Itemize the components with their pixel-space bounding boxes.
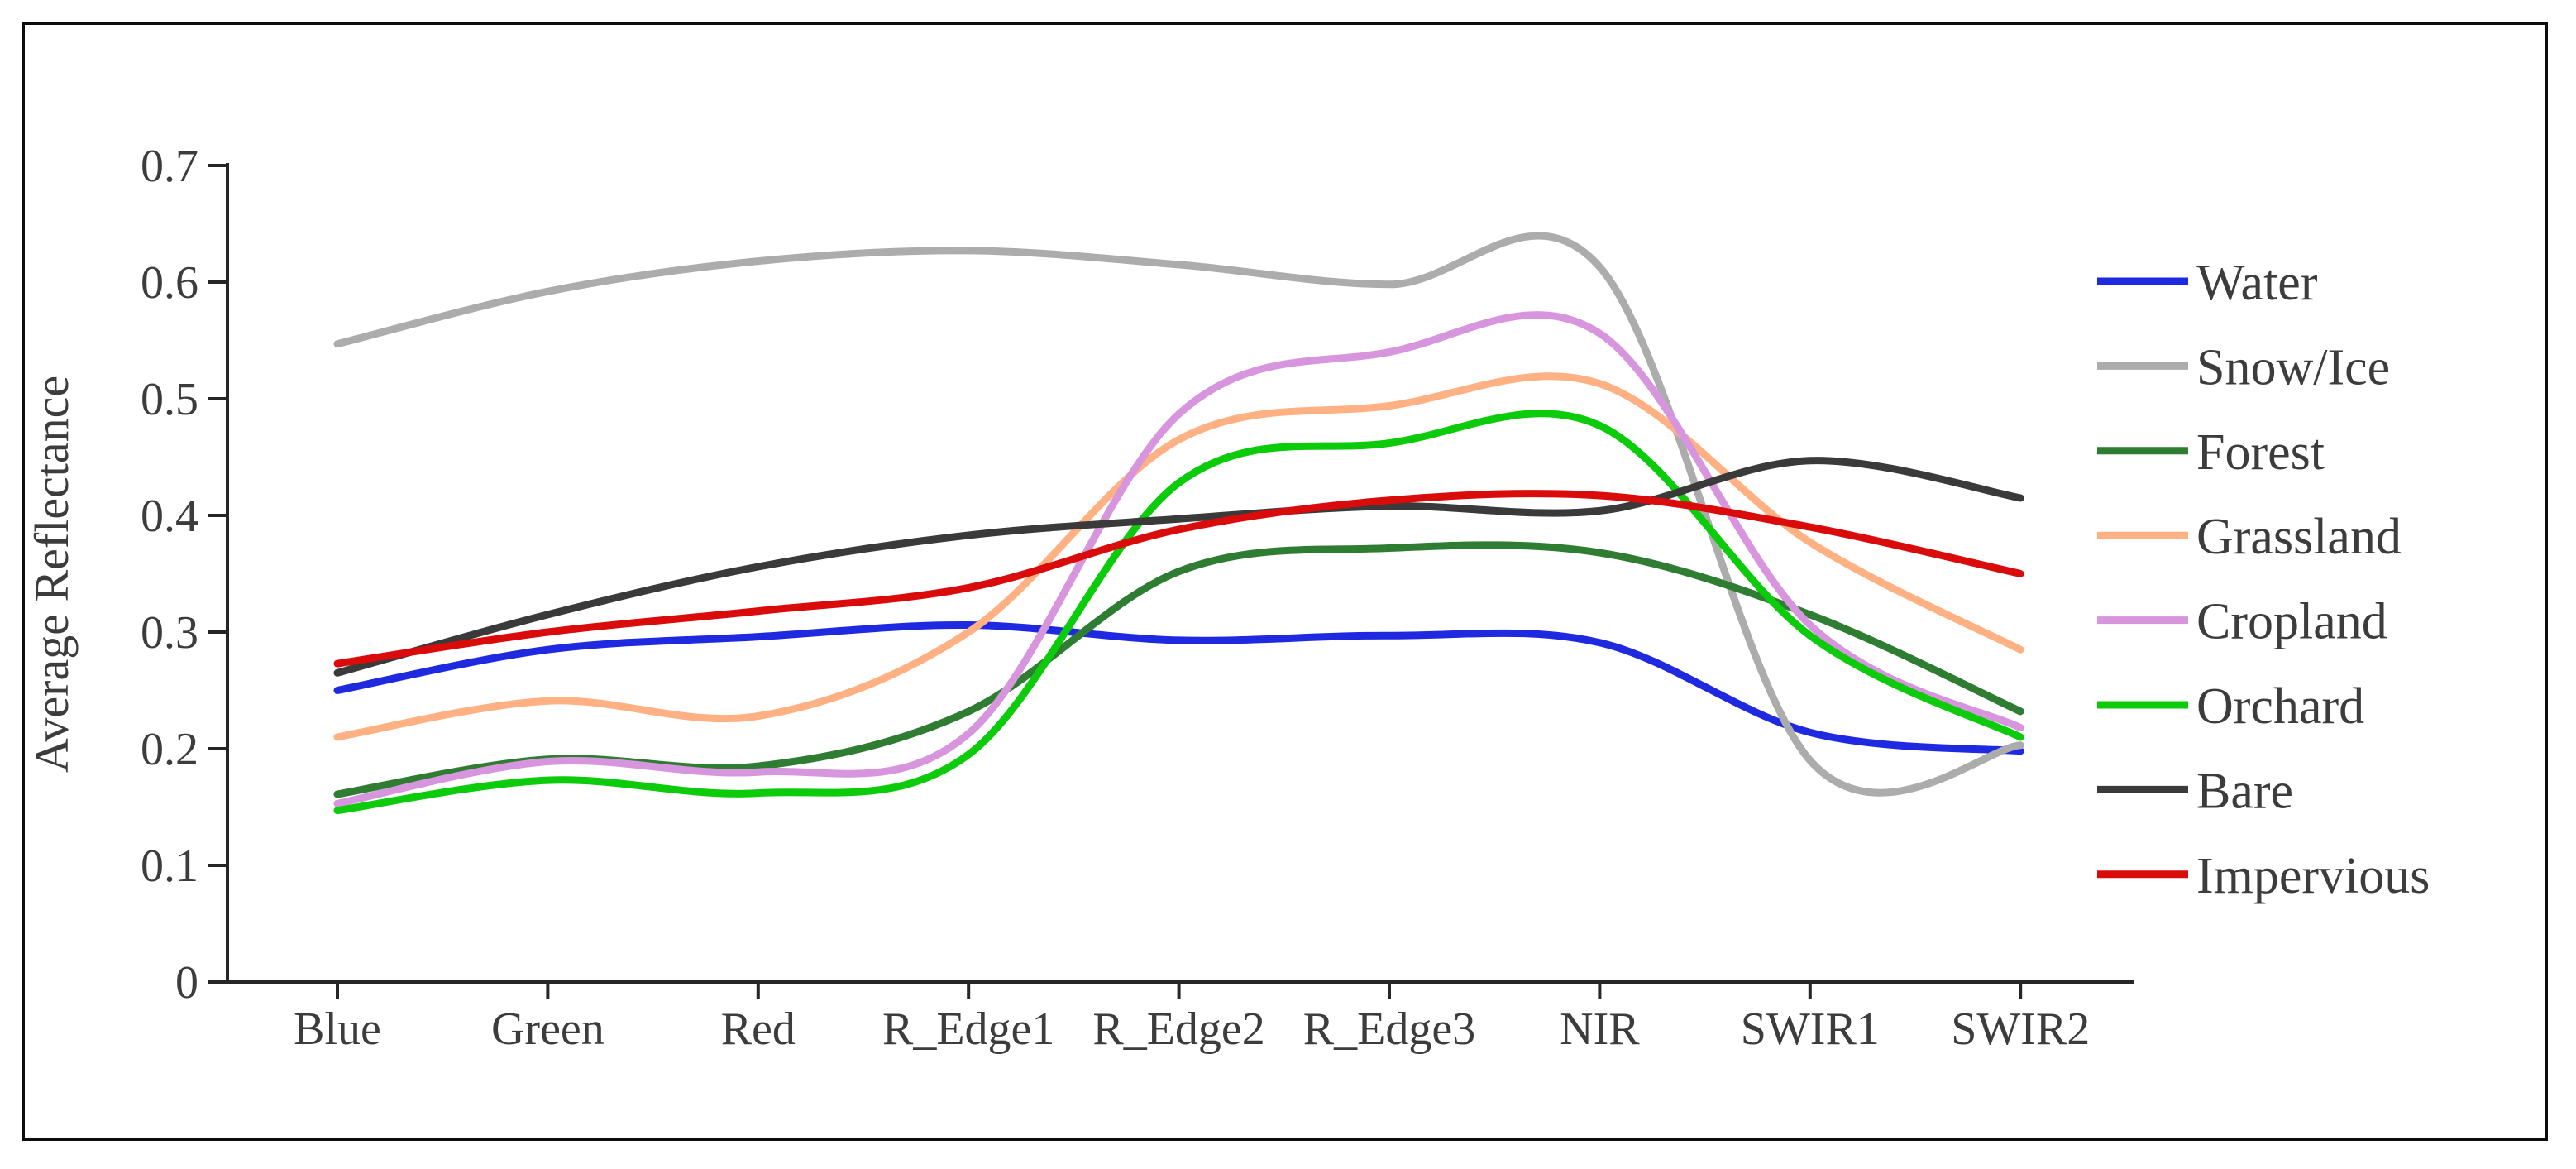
x-tick-label: Red bbox=[721, 1004, 796, 1055]
series-line-impervious bbox=[333, 490, 2024, 668]
y-tick-label: 0 bbox=[175, 957, 198, 1009]
x-tick-label: Green bbox=[491, 1004, 605, 1055]
legend-item-forest: Forest bbox=[2097, 424, 2325, 481]
legend-item-cropland: Cropland bbox=[2097, 594, 2387, 650]
legend-label-bare: Bare bbox=[2196, 763, 2293, 819]
legend-item-water: Water bbox=[2097, 255, 2318, 311]
legend-item-snow-ice: Snow/Ice bbox=[2097, 339, 2390, 395]
legend-label-snow-ice: Snow/Ice bbox=[2196, 339, 2390, 395]
y-tick-label: 0.5 bbox=[141, 374, 198, 425]
y-axis-tick-labels: 0 0.1 0.2 0.3 0.4 0.5 0.6 0.7 bbox=[141, 141, 198, 1009]
x-tick-label: SWIR2 bbox=[1951, 1004, 2090, 1055]
x-tick-label: R_Edge2 bbox=[1092, 1004, 1264, 1055]
legend-label-impervious: Impervious bbox=[2196, 848, 2430, 904]
y-tick-label: 0.1 bbox=[141, 841, 198, 892]
y-tick-label: 0.3 bbox=[141, 607, 198, 659]
legend-label-grassland: Grassland bbox=[2196, 509, 2402, 565]
x-tick-label: SWIR1 bbox=[1741, 1004, 1880, 1055]
legend-item-orchard: Orchard bbox=[2097, 678, 2364, 735]
y-tick-label: 0.2 bbox=[141, 724, 198, 775]
legend-label-orchard: Orchard bbox=[2196, 678, 2364, 735]
x-axis-tick-labels: Blue Green Red R_Edge1 R_Edge2 R_Edge3 NIR SWIR… bbox=[294, 1004, 2090, 1055]
series-line-grassland bbox=[333, 372, 2024, 741]
series-line-snow-ice bbox=[333, 232, 2024, 797]
y-tick-label: 0.4 bbox=[141, 491, 198, 542]
x-tick-label: R_Edge1 bbox=[882, 1004, 1054, 1055]
series-line-cropland bbox=[333, 311, 2024, 807]
figure-border bbox=[22, 22, 2548, 1141]
legend-item-grassland: Grassland bbox=[2097, 509, 2402, 565]
legend-label-water: Water bbox=[2196, 255, 2318, 311]
legend-label-forest: Forest bbox=[2196, 424, 2325, 481]
x-tick-label: Blue bbox=[294, 1004, 381, 1055]
y-tick-label: 0.6 bbox=[141, 257, 198, 309]
legend-item-impervious: Impervious bbox=[2097, 848, 2430, 904]
series-line-orchard bbox=[333, 410, 2024, 815]
axes bbox=[208, 163, 2134, 999]
legend-label-cropland: Cropland bbox=[2196, 594, 2387, 650]
series-line-forest bbox=[333, 541, 2024, 798]
series-line-bare bbox=[333, 457, 2024, 677]
series-line-water bbox=[333, 620, 2024, 755]
x-tick-label: NIR bbox=[1560, 1004, 1640, 1055]
legend: Water Snow/Ice Forest Grassland Cropland Orch… bbox=[2097, 255, 2430, 904]
x-tick-label: R_Edge3 bbox=[1303, 1004, 1475, 1055]
legend-item-bare: Bare bbox=[2097, 763, 2293, 819]
y-tick-label: 0.7 bbox=[141, 141, 198, 192]
x-tick-marks bbox=[336, 982, 2023, 999]
y-axis-title: Average Reflectance bbox=[25, 376, 79, 773]
series-lines bbox=[333, 232, 2024, 815]
y-tick-marks bbox=[208, 164, 227, 984]
